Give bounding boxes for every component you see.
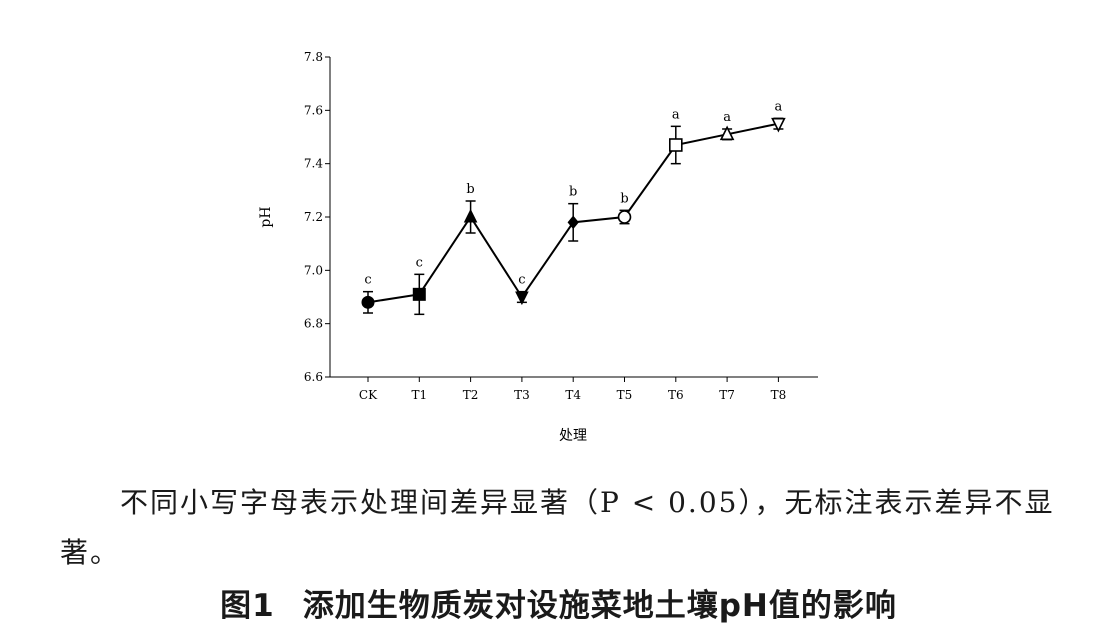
y-tick-label: 7.0: [304, 263, 323, 277]
significance-label: b: [569, 185, 577, 200]
x-tick-label: T8: [771, 388, 787, 402]
x-tick-label: CK: [359, 388, 378, 402]
data-point-marker: [412, 287, 426, 301]
y-tick-label: 6.6: [304, 370, 323, 384]
x-tick-label: T7: [719, 388, 735, 402]
x-tick-label: T2: [463, 388, 479, 402]
data-point-marker: [771, 117, 786, 133]
data-point-marker: [668, 138, 683, 152]
chart: 6.66.87.07.27.47.67.8CK T1 T2 T3 T4 T5 T6 T7 T8 …: [258, 50, 818, 444]
x-tick-label: T4: [565, 388, 581, 402]
chart-series: c c b c b b a a a: [361, 99, 786, 316]
x-tick-label: T3: [514, 388, 530, 402]
data-point-marker: [719, 125, 735, 141]
figure-caption: 图1 添加生物质炭对设施菜地土壤pH值的影响: [0, 580, 1117, 625]
significance-label: a: [723, 110, 731, 125]
x-tick-label: T6: [668, 388, 684, 402]
chart-ticks: 6.6 6.8 7.0 7.2 7.4 7.6 7.8 CK T1 T2 T3 T4 T5 T6 T7 T8: [304, 50, 786, 402]
figure-number: 图1: [220, 588, 275, 624]
y-tick-label: 7.6: [304, 103, 323, 117]
significance-label: a: [672, 107, 680, 122]
x-tick-label: T1: [411, 388, 427, 402]
y-axis-label: pH: [258, 206, 274, 227]
data-point-marker: [567, 215, 579, 230]
significance-label: c: [518, 273, 525, 288]
x-tick-label: T5: [617, 388, 633, 402]
figure-title: 添加生物质炭对设施菜地土壤pH值的影响: [302, 588, 897, 624]
y-tick-label: 6.8: [304, 317, 323, 331]
data-point-marker: [617, 210, 632, 224]
y-tick-label: 7.8: [304, 50, 323, 64]
significance-label: c: [416, 255, 423, 270]
figure-note: 不同小写字母表示处理间差异显著（P < 0.05），无标注表示差异不显著。: [60, 478, 1060, 578]
figure-note-text: 不同小写字母表示处理间差异显著（P < 0.05），无标注表示差异不显著。: [60, 486, 1055, 569]
data-point-marker: [515, 291, 529, 306]
significance-label: c: [364, 273, 371, 288]
y-tick-label: 7.4: [304, 157, 323, 171]
data-point-marker: [361, 295, 375, 309]
y-tick-label: 7.2: [304, 210, 323, 224]
significance-label: b: [620, 191, 628, 206]
data-point-marker: [463, 208, 478, 223]
x-axis-label: 处理: [559, 428, 587, 444]
significance-label: b: [466, 182, 474, 197]
significance-label: a: [775, 99, 783, 114]
